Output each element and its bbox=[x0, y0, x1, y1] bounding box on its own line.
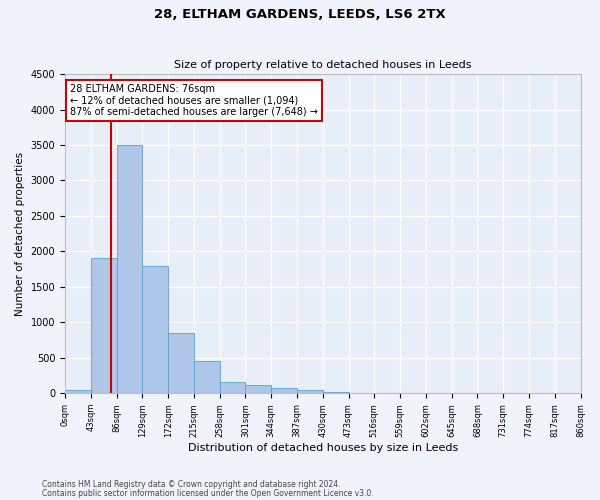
Y-axis label: Number of detached properties: Number of detached properties bbox=[15, 152, 25, 316]
Bar bbox=[65, 390, 91, 393]
Bar bbox=[194, 362, 220, 393]
Bar bbox=[349, 392, 374, 393]
Text: Contains public sector information licensed under the Open Government Licence v3: Contains public sector information licen… bbox=[42, 488, 374, 498]
Text: 28 ELTHAM GARDENS: 76sqm
← 12% of detached houses are smaller (1,094)
87% of sem: 28 ELTHAM GARDENS: 76sqm ← 12% of detach… bbox=[70, 84, 318, 117]
Bar bbox=[142, 266, 168, 393]
Bar bbox=[271, 388, 297, 393]
Bar bbox=[323, 392, 349, 393]
Bar bbox=[297, 390, 323, 393]
Bar bbox=[91, 258, 116, 393]
Text: 28, ELTHAM GARDENS, LEEDS, LS6 2TX: 28, ELTHAM GARDENS, LEEDS, LS6 2TX bbox=[154, 8, 446, 20]
Text: Contains HM Land Registry data © Crown copyright and database right 2024.: Contains HM Land Registry data © Crown c… bbox=[42, 480, 341, 489]
Title: Size of property relative to detached houses in Leeds: Size of property relative to detached ho… bbox=[174, 60, 472, 70]
Bar bbox=[220, 382, 245, 393]
X-axis label: Distribution of detached houses by size in Leeds: Distribution of detached houses by size … bbox=[188, 442, 458, 452]
Bar bbox=[245, 386, 271, 393]
Bar bbox=[168, 333, 194, 393]
Bar bbox=[116, 145, 142, 393]
